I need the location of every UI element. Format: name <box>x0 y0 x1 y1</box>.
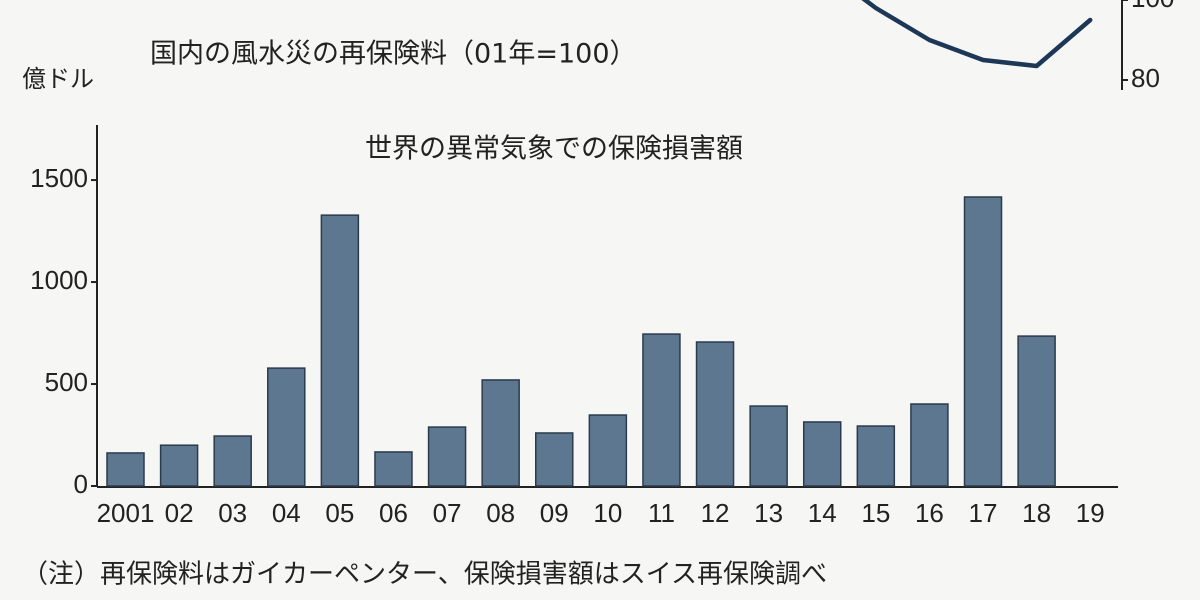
bar <box>856 425 896 487</box>
bar <box>802 421 842 487</box>
y-tick-label: 500 <box>45 367 88 397</box>
x-tick-label: 07 <box>433 498 462 528</box>
x-tick-label: 06 <box>379 498 408 528</box>
bar <box>481 379 520 487</box>
bar <box>910 403 949 487</box>
y2-tick-label: 100 <box>1131 0 1174 13</box>
x-tick-label: 13 <box>754 498 783 528</box>
x-tick-label: 12 <box>701 498 730 528</box>
x-tick-label: 2001 <box>97 498 155 528</box>
unit-label: 億ドル <box>22 65 94 93</box>
line <box>861 0 1093 69</box>
bar <box>963 196 1003 487</box>
note: （注）再保険料はガイカーペンター、保険損害額はスイス再保険調べ <box>22 560 827 590</box>
y2-tick-label: 80 <box>1131 63 1160 93</box>
chart-title: 世界の異常気象での保険損害額 <box>365 134 743 165</box>
bar <box>374 451 413 487</box>
x-tick-label: 04 <box>272 498 301 528</box>
x-tick-label: 19 <box>1076 498 1105 528</box>
x-tick-label: 18 <box>1022 498 1051 528</box>
x-tick-label: 11 <box>648 498 675 528</box>
x-tick-label: 05 <box>325 498 354 528</box>
x-tick-label: 08 <box>486 498 515 528</box>
bar <box>749 405 788 487</box>
bar <box>588 414 628 487</box>
x-tick-label: 03 <box>218 498 247 528</box>
x-tick-label: 15 <box>861 498 890 528</box>
x-tick-label: 16 <box>915 498 944 528</box>
bar <box>642 333 681 487</box>
y-tick-label: 1500 <box>30 163 88 193</box>
bar <box>535 432 574 487</box>
y-tick-label: 1000 <box>30 265 88 295</box>
bar <box>159 444 199 487</box>
y-tick-label: 0 <box>74 469 88 499</box>
x-tick-label: 17 <box>969 498 998 528</box>
bar <box>320 214 360 487</box>
x-tick-label: 02 <box>165 498 194 528</box>
bar <box>695 341 735 487</box>
x-tick-label: 14 <box>808 498 837 528</box>
bar <box>267 367 306 487</box>
x-tick-label: 10 <box>593 498 622 528</box>
bar <box>213 435 252 487</box>
bar <box>1017 335 1056 487</box>
line-title: 国内の風水災の再保険料（01年=100） <box>150 39 637 70</box>
bar <box>427 426 467 487</box>
bar <box>106 452 145 487</box>
x-tick-label: 09 <box>540 498 569 528</box>
